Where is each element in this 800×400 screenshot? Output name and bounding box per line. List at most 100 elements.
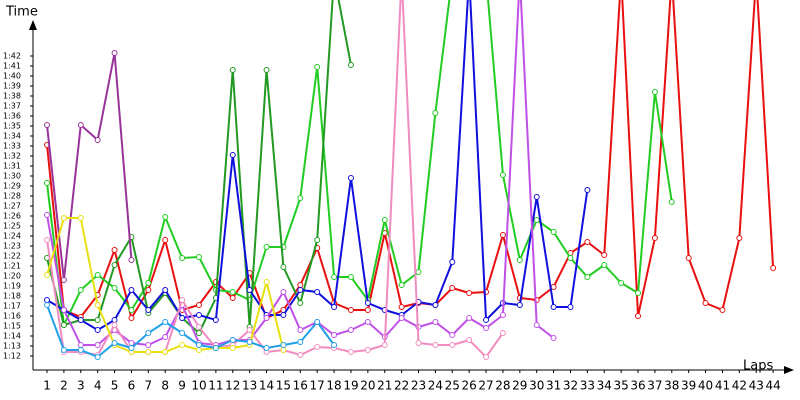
series-line <box>46 0 775 321</box>
point <box>111 247 118 253</box>
x-tick-label: 35 <box>613 379 628 393</box>
x-tick-label: 9 <box>178 379 186 393</box>
point <box>263 67 270 73</box>
y-tick-label: 1:17 <box>3 302 21 311</box>
point <box>145 330 152 336</box>
point <box>432 342 439 348</box>
x-tick-label: 37 <box>647 379 662 393</box>
point <box>195 302 202 308</box>
point <box>60 322 67 328</box>
y-tick-label: 1:26 <box>3 212 21 221</box>
point <box>212 317 219 323</box>
series-line <box>46 52 133 281</box>
point <box>280 289 287 295</box>
point <box>483 317 490 323</box>
point <box>550 229 557 235</box>
point <box>77 215 84 221</box>
x-tick-label: 3 <box>77 379 85 393</box>
point <box>263 315 270 321</box>
point <box>60 307 67 313</box>
point <box>347 175 354 181</box>
y-tick-label: 1:14 <box>3 332 21 341</box>
x-tick-label: 5 <box>111 379 119 393</box>
point <box>145 280 152 286</box>
point <box>179 297 186 303</box>
y-tick-label: 1:30 <box>3 172 21 181</box>
point <box>499 172 506 178</box>
y-tick-label: 1:22 <box>3 252 21 261</box>
point <box>584 274 591 280</box>
y-tick-label: 1:15 <box>3 322 21 331</box>
point <box>415 269 422 275</box>
point <box>229 295 236 301</box>
point <box>111 322 118 328</box>
point <box>347 307 354 313</box>
point <box>44 297 51 303</box>
point <box>297 352 304 358</box>
y-tick-label: 1:13 <box>3 342 21 351</box>
point <box>736 235 743 241</box>
point <box>128 307 135 313</box>
point <box>347 327 354 333</box>
point <box>44 180 51 186</box>
point <box>584 239 591 245</box>
point <box>195 342 202 348</box>
x-tick-label: 41 <box>715 379 730 393</box>
point <box>229 152 236 158</box>
x-tick-label: 33 <box>580 379 595 393</box>
point <box>398 304 405 310</box>
point <box>449 342 456 348</box>
point <box>685 255 692 261</box>
point <box>162 287 169 293</box>
point <box>128 287 135 293</box>
point <box>246 327 253 333</box>
x-tick-label: 15 <box>276 379 291 393</box>
point <box>77 342 84 348</box>
point <box>297 339 304 345</box>
point <box>398 315 405 321</box>
point <box>297 287 304 293</box>
point <box>651 235 658 241</box>
point <box>111 317 118 323</box>
y-tick-label: 1:40 <box>3 72 21 81</box>
point <box>297 195 304 201</box>
point <box>77 287 84 293</box>
x-tick-label: 28 <box>495 379 510 393</box>
point <box>533 194 540 200</box>
x-tick-label: 22 <box>394 379 409 393</box>
x-axis-label: Laps <box>743 359 773 374</box>
y-tick-label: 1:36 <box>3 112 21 121</box>
point <box>246 339 253 345</box>
point <box>331 342 338 348</box>
point <box>195 347 202 353</box>
point <box>111 262 118 268</box>
y-tick-label: 1:21 <box>3 262 21 271</box>
x-tick-label: 1 <box>43 379 51 393</box>
point <box>347 274 354 280</box>
point <box>449 285 456 291</box>
x-tick-label: 26 <box>462 379 477 393</box>
x-tick-label: 2 <box>60 379 68 393</box>
point <box>347 349 354 355</box>
point <box>263 279 270 285</box>
point <box>60 347 67 353</box>
x-tick-label: 25 <box>445 379 460 393</box>
y-tick-label: 1:25 <box>3 222 21 231</box>
x-tick-label: 34 <box>597 379 612 393</box>
y-tick-label: 1:39 <box>3 82 21 91</box>
point <box>618 280 625 286</box>
x-tick-label: 30 <box>529 379 544 393</box>
x-tick-label: 14 <box>259 379 274 393</box>
point <box>381 342 388 348</box>
x-tick-label: 20 <box>360 379 375 393</box>
point <box>60 277 67 283</box>
point <box>145 307 152 313</box>
point <box>567 255 574 261</box>
y-tick-label: 1:41 <box>3 62 21 71</box>
point <box>314 344 321 350</box>
x-tick-label: 21 <box>377 379 392 393</box>
point <box>145 349 152 355</box>
point <box>94 354 101 360</box>
point <box>162 214 169 220</box>
y-tick-label: 1:18 <box>3 292 21 301</box>
